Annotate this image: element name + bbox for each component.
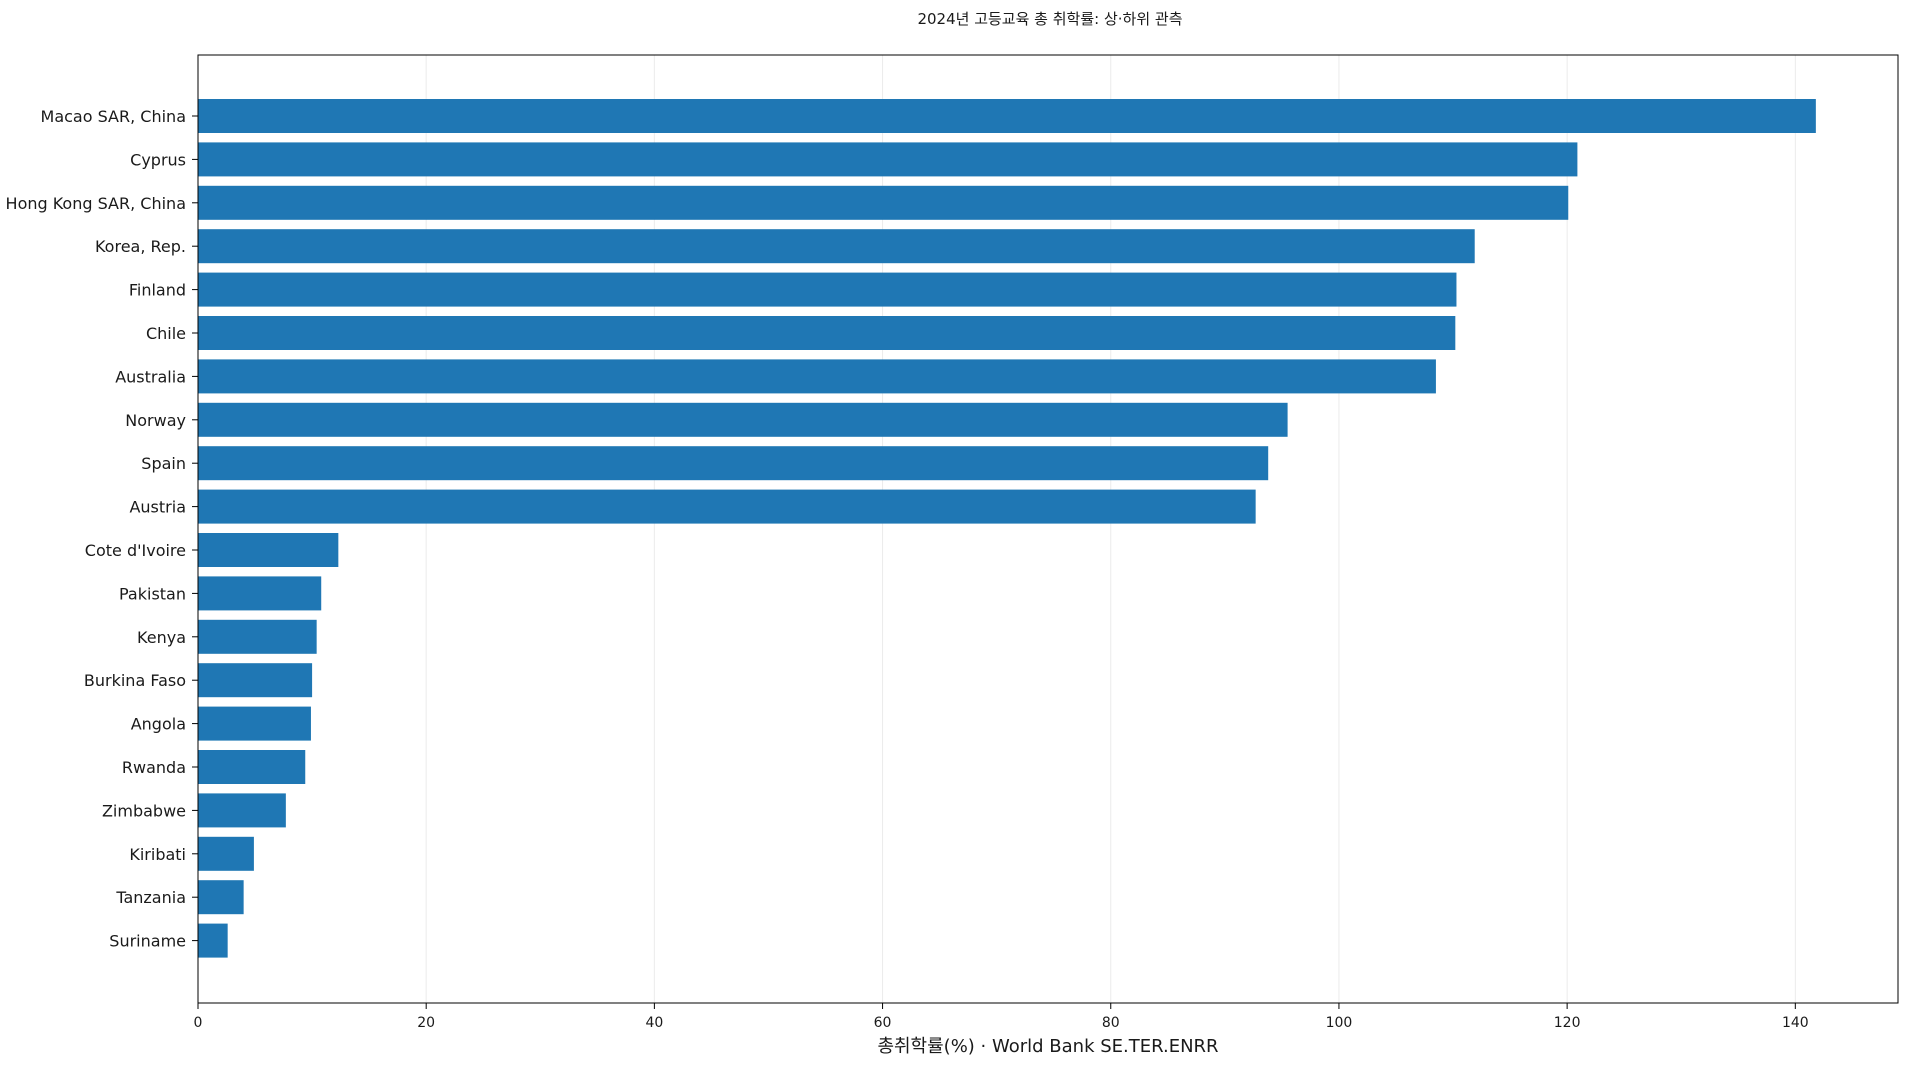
bar	[198, 446, 1269, 481]
y-tick-label: Chile	[146, 324, 186, 343]
x-tick-label: 60	[874, 1015, 892, 1031]
y-tick-label: Hong Kong SAR, China	[6, 194, 186, 213]
x-tick-label: 120	[1554, 1015, 1581, 1031]
bar	[198, 793, 286, 828]
y-tick-label: Norway	[125, 411, 186, 430]
bar	[198, 750, 306, 784]
chart-title: 2024년 고등교육 총 취학률: 상·하위 관측	[917, 10, 1182, 28]
x-tick-label: 100	[1326, 1015, 1353, 1031]
y-tick-label: Austria	[129, 498, 186, 517]
x-tick-label: 140	[1782, 1015, 1809, 1031]
y-tick-label: Burkina Faso	[84, 671, 186, 690]
bar	[198, 619, 317, 654]
bar	[198, 663, 313, 698]
bar	[198, 316, 1456, 350]
y-tick-label: Pakistan	[119, 584, 186, 603]
y-tick-label: Suriname	[109, 932, 186, 951]
y-tick-label: Angola	[131, 715, 186, 734]
bar	[198, 99, 1816, 133]
y-tick-label: Korea, Rep.	[95, 237, 186, 256]
bar	[198, 402, 1288, 437]
y-tick-label: Australia	[115, 367, 186, 386]
y-tick-label: Rwanda	[122, 758, 186, 777]
y-tick-label: Kenya	[137, 628, 186, 647]
x-tick-label: 80	[1102, 1015, 1120, 1031]
x-tick-label: 0	[194, 1015, 203, 1031]
y-tick-label: Spain	[141, 454, 186, 473]
bar	[198, 185, 1569, 220]
bar	[198, 706, 311, 741]
plot-frame	[197, 54, 1899, 1004]
bar	[198, 489, 1256, 524]
bar	[198, 142, 1578, 177]
bar	[198, 229, 1475, 264]
bar	[198, 359, 1436, 394]
bar	[198, 533, 339, 567]
y-tick-label: Cote d'Ivoire	[85, 541, 186, 560]
bar	[198, 576, 322, 611]
y-tick-label: Macao SAR, China	[41, 107, 186, 126]
bar	[198, 836, 254, 871]
y-tick-label: Zimbabwe	[102, 801, 186, 820]
y-tick-label: Finland	[129, 281, 186, 300]
bars	[198, 99, 1816, 958]
x-tick-label: 40	[645, 1015, 663, 1031]
y-tick-label: Cyprus	[130, 150, 186, 169]
bar	[198, 272, 1457, 307]
y-tick-label: Kiribati	[129, 845, 186, 864]
y-axis-ticks: Macao SAR, China Cyprus Hong Kong SAR, Chi…	[6, 107, 198, 951]
x-axis-label: 총취학률(%) · World Bank SE.TER.ENRR	[877, 1036, 1218, 1057]
y-tick-label: Tanzania	[115, 888, 186, 907]
x-tick-label: 20	[417, 1015, 435, 1031]
x-axis-ticks: 0 20 40 60 80 100 120 140	[194, 1003, 1809, 1031]
bar	[198, 923, 228, 958]
bar	[198, 880, 244, 915]
